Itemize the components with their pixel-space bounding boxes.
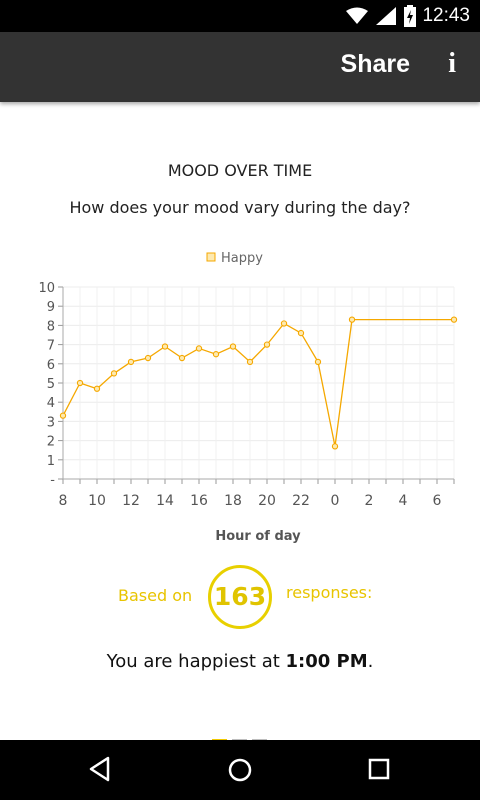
- data-point: [331, 443, 339, 450]
- x-tick-label: 22: [292, 493, 310, 509]
- responses-label: responses:: [286, 583, 373, 602]
- x-tick-label: 14: [156, 493, 174, 509]
- wifi-icon: [346, 7, 368, 24]
- data-point: [144, 354, 152, 362]
- x-axis-label: Hour of day: [215, 529, 301, 544]
- share-button[interactable]: Share: [340, 50, 410, 78]
- data-point: [59, 412, 67, 419]
- y-tick-label: 2: [47, 435, 55, 450]
- data-point: [246, 358, 254, 366]
- y-tick-label: 3: [47, 415, 55, 430]
- x-tick-label: 8: [59, 493, 68, 509]
- data-point: [212, 351, 220, 358]
- y-tick-label: 9: [47, 300, 55, 315]
- data-point: [93, 385, 101, 392]
- chart-title: MOOD OVER TIME: [167, 161, 313, 180]
- navigation-bar: [0, 740, 480, 800]
- chart-series: [59, 316, 458, 450]
- data-point: [161, 343, 169, 350]
- data-point: [229, 343, 237, 350]
- y-tick-label: 7: [47, 339, 55, 354]
- x-tick-label: 18: [224, 493, 242, 509]
- happiest-time: 1:00 PM: [285, 651, 368, 672]
- response-count-badge: 163: [208, 565, 272, 629]
- status-bar: 12:43: [0, 0, 480, 32]
- chart-subtitle: How does your mood vary during the day?: [69, 198, 411, 217]
- battery-charging-icon: [404, 5, 416, 27]
- y-tick-label: 8: [47, 319, 55, 334]
- y-tick-label: 10: [38, 281, 55, 296]
- data-point: [178, 354, 186, 362]
- data-point: [110, 370, 118, 377]
- y-tick-label: 5: [47, 377, 55, 392]
- data-point: [76, 379, 84, 387]
- y-tick-label: -: [50, 473, 55, 488]
- data-point: [195, 345, 203, 352]
- x-tick-label: 16: [190, 493, 208, 509]
- recents-icon[interactable]: [368, 758, 390, 780]
- based-on-label: Based on: [118, 586, 193, 605]
- happiest-prefix: You are happiest at: [106, 651, 286, 672]
- y-tick-label: 6: [47, 358, 55, 373]
- x-tick-label: 10: [88, 493, 106, 509]
- happiest-suffix: .: [367, 651, 374, 672]
- chart-legend: Happy: [206, 251, 263, 266]
- data-point: [263, 341, 271, 348]
- action-bar: Share i: [0, 32, 480, 102]
- home-icon[interactable]: [227, 757, 253, 783]
- x-tick-label: 12: [122, 493, 140, 509]
- x-tick-label: 2: [365, 493, 374, 509]
- data-point: [450, 316, 458, 323]
- y-tick-label: 1: [47, 454, 55, 469]
- signal-icon: [376, 7, 396, 25]
- legend-swatch: [206, 252, 216, 262]
- y-tick-label: 4: [47, 396, 55, 411]
- status-time: 12:43: [422, 5, 470, 26]
- happiest-summary: You are happiest at 1:00 PM.: [0, 651, 480, 672]
- x-tick-label: 6: [433, 493, 442, 509]
- data-point: [280, 320, 288, 327]
- x-tick-label: 20: [258, 493, 276, 509]
- data-point: [314, 358, 322, 366]
- data-point: [348, 316, 356, 323]
- x-tick-label: 4: [399, 493, 408, 509]
- chart-grid: [62, 286, 455, 480]
- x-tick-label: 0: [331, 493, 340, 509]
- data-point: [297, 329, 305, 337]
- legend-label: Happy: [221, 251, 263, 266]
- back-icon[interactable]: [88, 756, 112, 782]
- info-button[interactable]: i: [448, 48, 456, 79]
- data-point: [127, 358, 135, 366]
